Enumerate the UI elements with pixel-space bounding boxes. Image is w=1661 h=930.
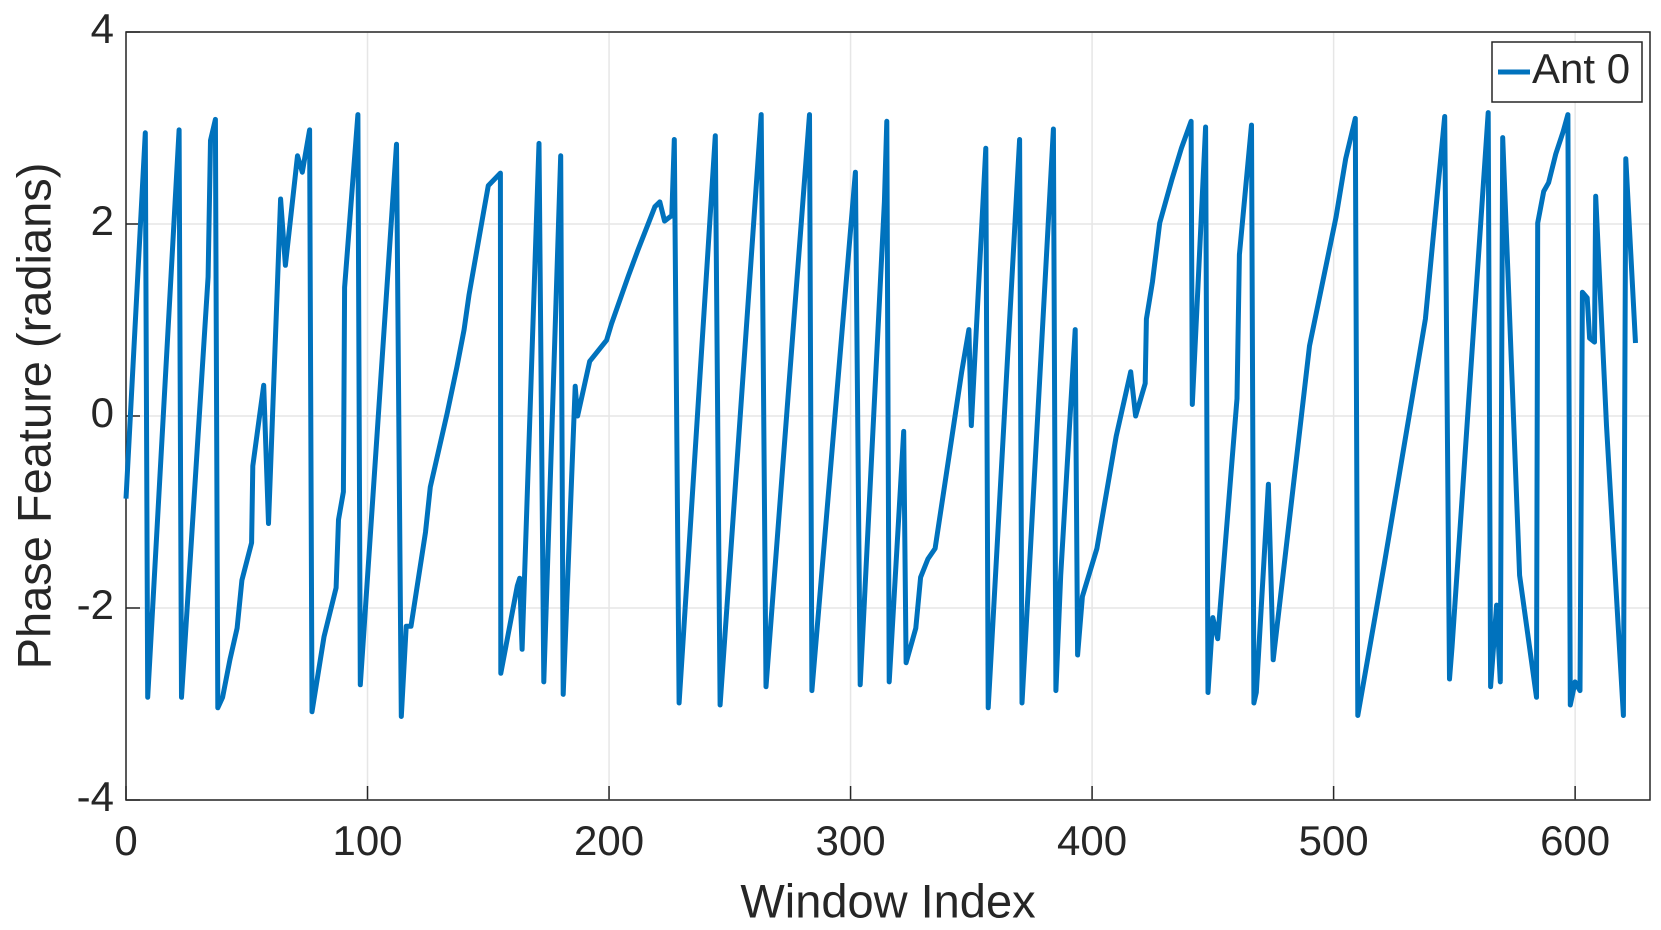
data-line: [123, 110, 1638, 719]
y-tick-label: 2: [91, 197, 114, 244]
plot-frame: [125, 31, 1651, 801]
legend: Ant 0: [1491, 41, 1643, 103]
x-tick-label: 400: [1057, 817, 1127, 864]
y-tick-label: -2: [77, 581, 114, 628]
y-axis-label: Phase Feature (radians): [7, 163, 60, 670]
x-tick-label: 500: [1299, 817, 1369, 864]
y-tick-label: 0: [91, 389, 114, 436]
x-tick-label: 0: [114, 817, 137, 864]
x-axis-label: Window Index: [740, 874, 1035, 927]
x-tick-label: 600: [1540, 817, 1610, 864]
y-tick-label: -4: [77, 773, 114, 820]
legend-label: Ant 0: [1532, 45, 1630, 92]
x-tick-label: 100: [332, 817, 402, 864]
y-tick-label: 4: [91, 5, 114, 52]
x-tick-label: 300: [816, 817, 886, 864]
x-tick-label: 200: [574, 817, 644, 864]
